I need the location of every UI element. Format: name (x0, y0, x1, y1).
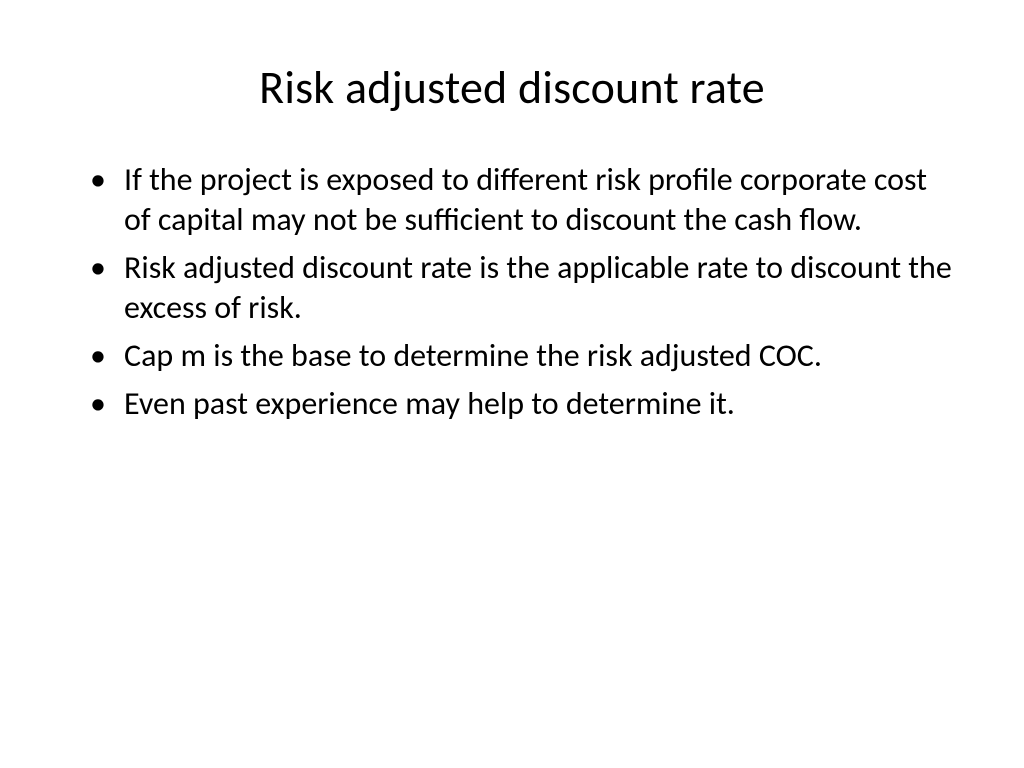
bullet-item: If the project is exposed to different r… (90, 160, 954, 240)
bullet-item: Even past experience may help to determi… (90, 384, 954, 424)
slide-container: Risk adjusted discount rate If the proje… (0, 0, 1024, 768)
bullet-list: If the project is exposed to different r… (60, 160, 964, 424)
bullet-item: Risk adjusted discount rate is the appli… (90, 248, 954, 328)
bullet-item: Cap m is the base to determine the risk … (90, 336, 954, 376)
slide-title: Risk adjusted discount rate (60, 60, 964, 116)
